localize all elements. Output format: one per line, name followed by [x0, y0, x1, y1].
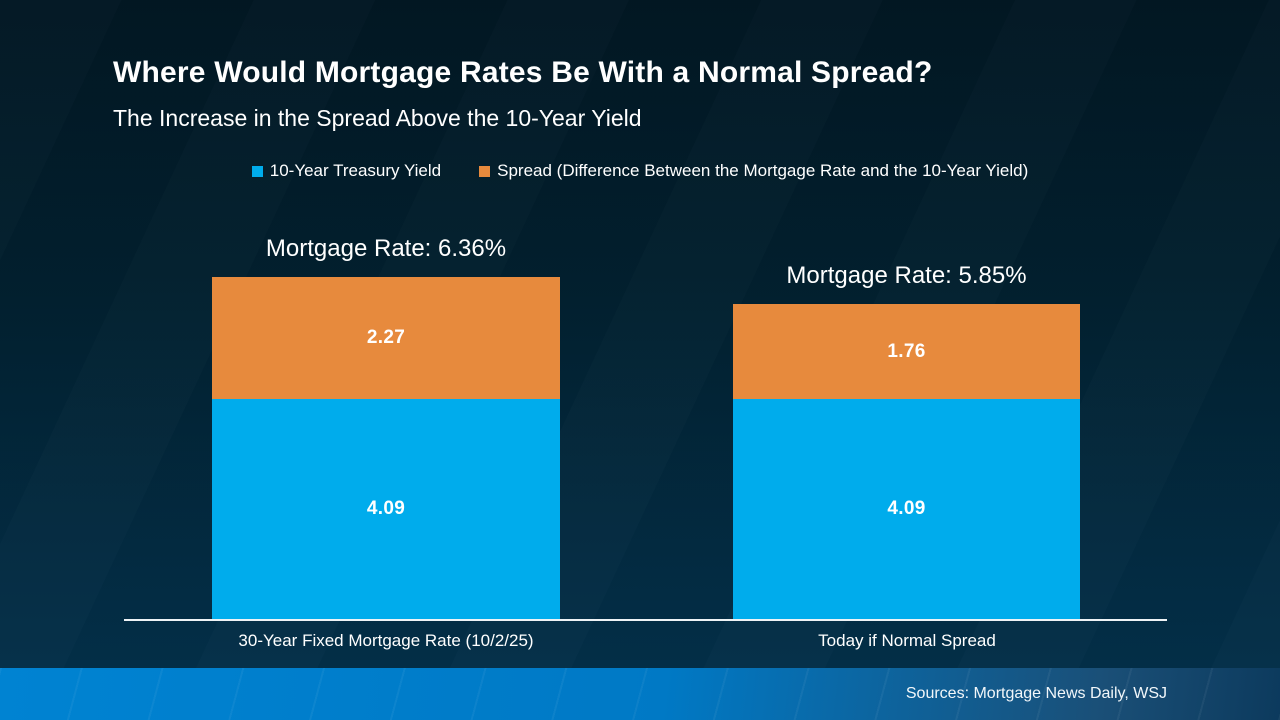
segment-value: 1.76 [887, 340, 926, 362]
legend-item-spread: Spread (Difference Between the Mortgage … [479, 161, 1028, 181]
legend-label-treasury-yield: 10-Year Treasury Yield [269, 161, 442, 180]
source-note: Sources: Mortgage News Daily, WSJ [905, 685, 1167, 702]
treasury-yield-segment: 4.09 [212, 399, 560, 619]
segment-value: 4.09 [366, 498, 406, 519]
category-label-current: 30-Year Fixed Mortgage Rate (10/2/25) [238, 631, 534, 650]
footer-bar: Sources: Mortgage News Daily, WSJ [0, 668, 1280, 720]
treasury-yield-segment: 4.09 [733, 399, 1080, 619]
bar-total-label: Mortgage Rate: 6.36% [265, 235, 507, 262]
chart-legend: 10-Year Treasury Yield Spread (Differenc… [0, 161, 1280, 181]
spread-segment: 2.27 [212, 277, 560, 399]
bar-total-label: Mortgage Rate: 5.85% [786, 262, 1027, 289]
x-axis-line [124, 619, 1167, 621]
bar-normal-spread-rate: Mortgage Rate: 5.85% 1.76 4.09 [733, 261, 1080, 619]
bar-current-mortgage-rate: Mortgage Rate: 6.36% 2.27 4.09 [212, 234, 560, 619]
segment-value: 2.27 [366, 327, 406, 348]
spread-segment: 1.76 [733, 304, 1080, 399]
spread-swatch-icon [479, 165, 491, 177]
page-subtitle: The Increase in the Spread Above the 10-… [113, 105, 642, 131]
segment-value: 4.09 [887, 498, 926, 519]
page-title: Where Would Mortgage Rates Be With a Nor… [113, 56, 933, 89]
category-label-normal-spread: Today if Normal Spread [818, 631, 996, 650]
legend-label-spread: Spread (Difference Between the Mortgage … [497, 161, 1029, 180]
treasury-yield-swatch-icon [251, 165, 263, 177]
legend-item-treasury-yield: 10-Year Treasury Yield [251, 161, 442, 181]
